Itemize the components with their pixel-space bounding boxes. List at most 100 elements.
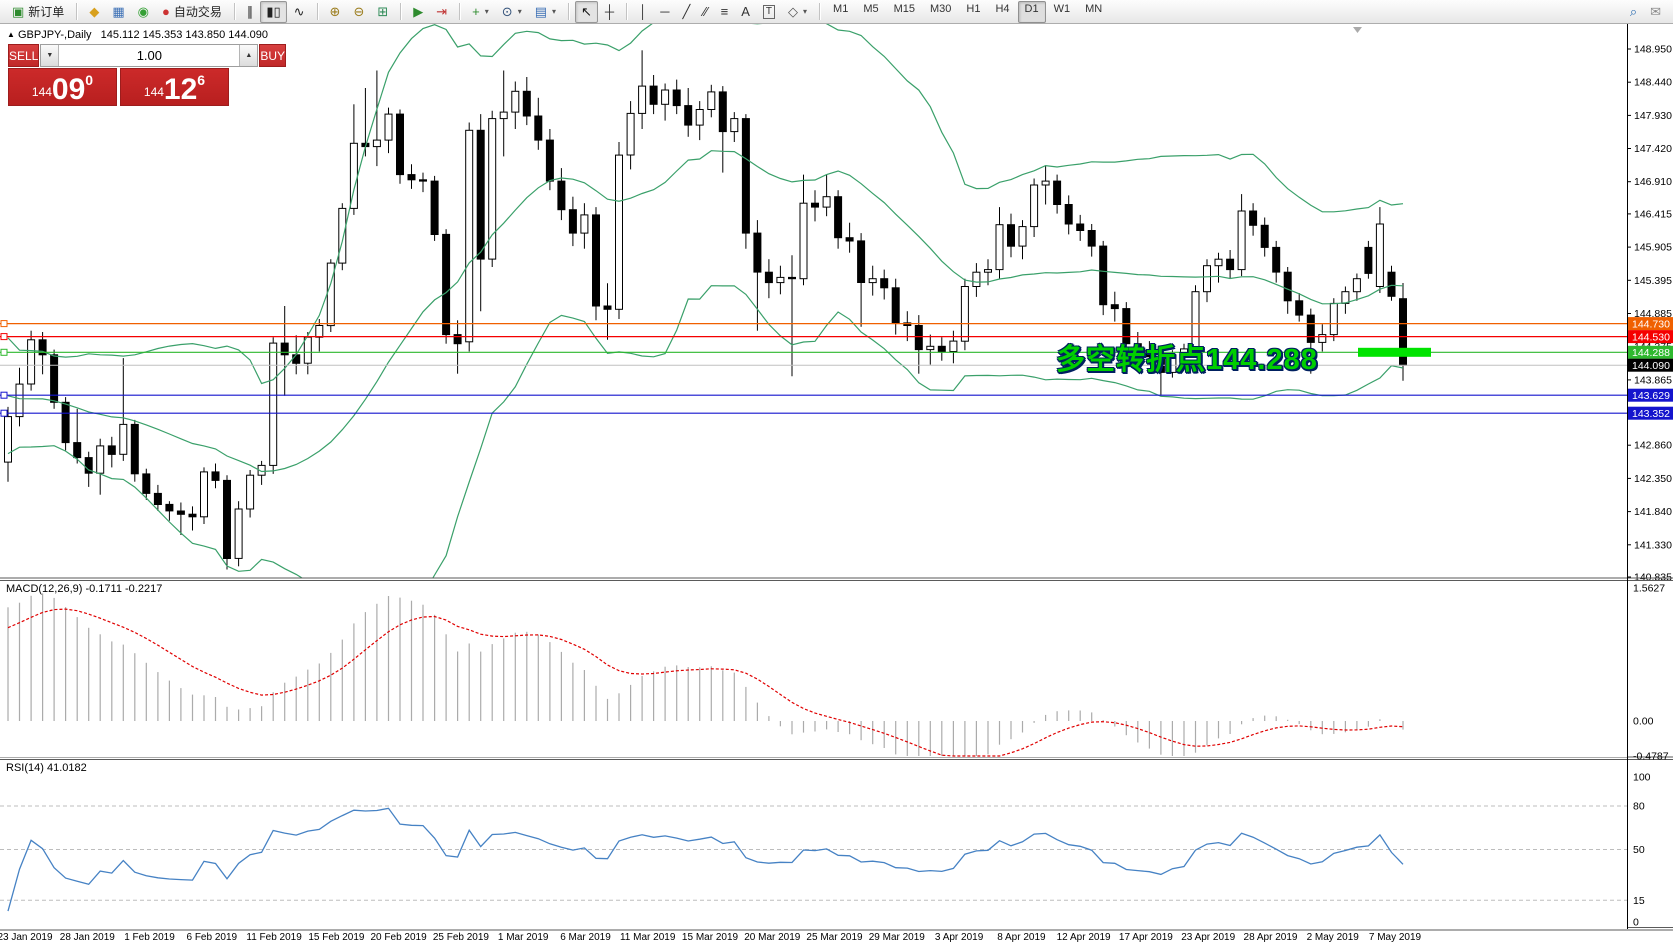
price-badge: 144.730 [1632,318,1670,330]
volume-input[interactable] [59,45,240,66]
horizontal-line-icon[interactable]: ─ [654,1,675,23]
sell-price-pip: 0 [85,72,94,88]
date-label: 6 Feb 2019 [186,932,237,943]
vertical-line-icon[interactable]: │ [633,1,653,23]
line-handle[interactable] [0,348,8,356]
timeframe-m30-button[interactable]: M30 [930,2,952,15]
price-tick-label: 146.415 [1634,208,1672,220]
tile-windows-icon[interactable]: ⊞ [371,1,394,23]
price-tick-label: 147.420 [1634,143,1672,155]
turning-point-annotation[interactable]: 多空转折点144.288 [1056,344,1318,376]
rsi-axis-label: 0 [1633,917,1639,929]
turning-point-highlight[interactable] [1358,347,1431,357]
period-clock-icon[interactable]: ⊙ ▾ [496,1,528,23]
date-label: 1 Mar 2019 [498,932,549,943]
line-handle[interactable] [0,320,8,328]
rsi-panel[interactable] [0,760,1627,929]
crosshair-icon[interactable]: ┼ [599,1,620,23]
text-icon[interactable]: A [735,1,756,23]
volume-up-button[interactable]: ▲ [239,45,258,66]
macd-axis-label: 1.5627 [1633,583,1665,595]
line-chart-icon[interactable]: ∿ [288,1,311,23]
rsi-axis-label: 50 [1633,844,1645,856]
rsi-axis-label: 15 [1633,895,1645,907]
date-label: 11 Mar 2019 [620,932,676,943]
timeframe-mn-button[interactable]: MN [1085,2,1103,15]
candlestick-chart-icon[interactable]: ▮▯ [260,0,287,23]
text-label-icon[interactable]: T [757,1,781,23]
chevron-down-icon: ▾ [484,7,489,16]
date-label: 1 Feb 2019 [124,932,175,943]
date-label: 25 Feb 2019 [433,932,490,943]
new-order-button[interactable]: ▣ 新订单 [6,1,70,23]
date-label: 3 Apr 2019 [935,932,984,943]
price-badge: 143.352 [1632,408,1670,420]
chat-icon[interactable]: ✉ [1644,1,1667,23]
bar-chart-icon[interactable]: ∥ [241,1,260,23]
chart-shift-marker-icon[interactable] [1353,27,1362,33]
date-label: 7 May 2019 [1369,932,1422,943]
new-order-button-label: 新订单 [28,5,65,19]
market-watch-icon[interactable]: ◆ [83,1,105,23]
auto-trading-button[interactable]: ● 自动交易 [156,1,228,23]
chevron-down-icon: ▾ [552,7,557,16]
toolbar-separator [76,3,78,20]
text-icon: A [741,4,750,19]
timeframe-h1-button[interactable]: H1 [966,2,981,15]
buy-button[interactable]: BUY [259,44,287,67]
arrows-icon[interactable]: ◇ ▾ [782,1,813,23]
zoom-in-icon[interactable]: ⊕ [324,1,347,23]
timeframe-h4-button[interactable]: H4 [995,2,1010,15]
auto-trading-button: ● [161,4,170,19]
search-icon[interactable]: ⌕ [1624,1,1643,23]
cursor-icon[interactable]: ↖ [575,0,598,23]
timeframe-d1-button[interactable]: D1 [1017,0,1046,23]
timeframe-m15-button[interactable]: M15 [893,2,916,15]
rsi-indicator-label: RSI(14) 41.0182 [6,762,87,774]
trendline-icon[interactable]: ╱ [676,1,696,23]
timeframe-w1-button[interactable]: W1 [1053,2,1071,15]
fibonacci-icon: ≡ [720,4,729,19]
add-indicator-icon[interactable]: + ▾ [466,1,495,23]
zoom-out-icon[interactable]: ⊖ [347,1,370,23]
timeframe-m5-button[interactable]: M5 [863,2,879,15]
signal-icon: ◉ [137,4,149,19]
charts-icon[interactable]: ▦ [106,1,130,23]
signal-icon[interactable]: ◉ [132,1,155,23]
price-tick-label: 141.330 [1634,539,1672,551]
trendline-icon: ╱ [682,4,691,19]
toolbar-separator [626,3,628,20]
zoom-out-icon: ⊖ [353,4,365,19]
toolbar-separator [459,3,461,20]
collapse-marker-icon[interactable]: ▲ [7,30,15,39]
price-badge: 144.530 [1632,331,1670,343]
auto-scroll-icon[interactable]: ▶ [407,1,429,23]
channel-icon: ∕∕ [703,4,708,19]
buy-price-display[interactable]: 144 12 6 [120,68,229,106]
date-label: 25 Mar 2019 [806,932,863,943]
sell-price-display[interactable]: 144 09 0 [8,68,117,106]
rsi-axis-label: 100 [1633,772,1651,784]
timeframe-m1-button[interactable]: M1 [833,2,849,15]
volume-down-button[interactable]: ▼ [41,45,60,66]
chart-shift-icon[interactable]: ⇥ [430,1,453,23]
line-handle[interactable] [0,333,8,341]
price-badge: 144.090 [1632,360,1670,372]
rsi-axis-label: 80 [1633,801,1645,813]
cursor-icon: ↖ [581,4,592,19]
text-label-icon: T [762,4,776,19]
main-price-panel[interactable] [0,24,1627,578]
date-label: 15 Mar 2019 [682,932,739,943]
line-handle[interactable] [0,409,8,417]
price-tick-label: 142.350 [1634,473,1672,485]
sell-button[interactable]: SELL [8,44,40,67]
line-handle[interactable] [0,391,8,399]
channel-icon[interactable]: ∕∕ [697,1,713,23]
candles-layer [4,50,1407,570]
auto-trading-button-label: 自动交易 [173,5,222,19]
buy-price-prefix: 144 [143,85,164,99]
macd-panel[interactable] [0,581,1627,757]
date-label: 29 Mar 2019 [869,932,926,943]
fibonacci-icon[interactable]: ≡ [715,1,735,23]
template-icon[interactable]: ▤ ▾ [529,1,562,23]
